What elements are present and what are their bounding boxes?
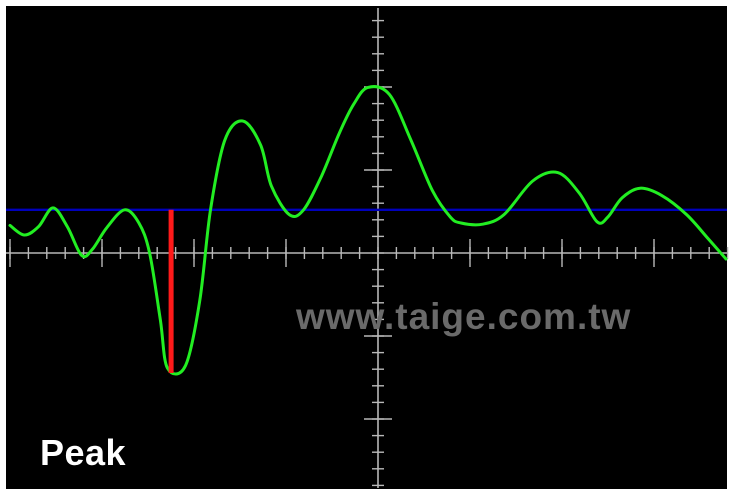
screen-background bbox=[6, 6, 727, 489]
mode-label: Peak bbox=[40, 432, 127, 473]
waveform-trace bbox=[8, 85, 728, 376]
watermark-text: www.taige.com.tw bbox=[296, 296, 632, 337]
